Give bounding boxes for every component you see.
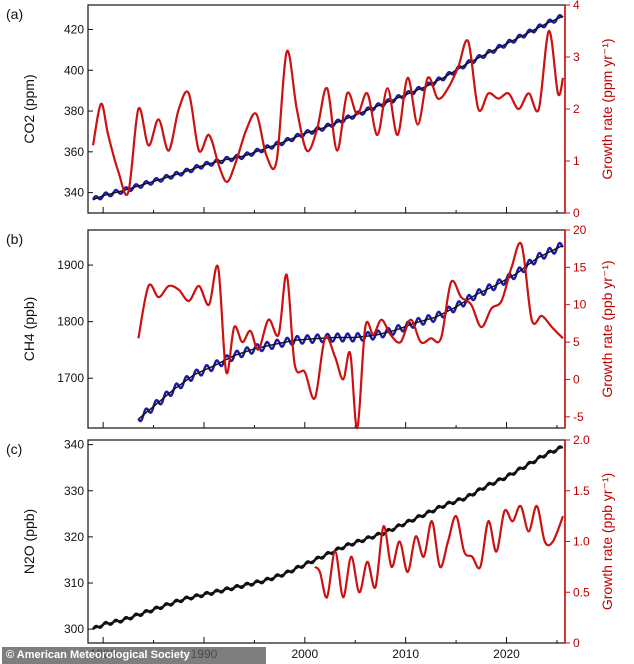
panel-2-label: (b) [6,231,23,247]
right-tick-label: 0 [573,206,580,220]
left-tick-label: 1900 [57,258,84,272]
panel-3-growth-line [314,504,565,599]
panel-1-ylabel-right: Growth rate (ppm yr⁻¹) [599,38,615,179]
right-tick-label: 1.0 [573,535,590,549]
left-tick-label: 300 [64,622,84,636]
right-tick-label: 20 [573,223,587,237]
left-tick-label: 340 [64,438,84,452]
panel-2-concentration-line [137,241,564,423]
right-tick-label: 1 [573,154,580,168]
panel-3-ylabel-left: N2O (ppb) [21,509,37,574]
panel-1-concentration-line [91,14,564,201]
left-tick-label: 1700 [57,371,84,385]
right-tick-label: 10 [573,298,587,312]
right-tick-label: 0.5 [573,585,590,599]
right-tick-label: 1.5 [573,484,590,498]
right-tick-label: 5 [573,335,580,349]
right-tick-label: 4 [573,0,580,12]
panel-3-ylabel-right: Growth rate (ppb yr⁻¹) [599,473,615,610]
left-tick-label: 380 [64,104,84,118]
panel-2-growth-line [137,241,564,430]
panel-3-concentration-line [92,445,564,630]
left-tick-label: 420 [64,22,84,36]
panel-1-growth-line [91,29,565,196]
left-tick-label: 330 [64,484,84,498]
x-tick-label: 2000 [291,647,318,661]
panel-2-trend-line [137,244,564,420]
left-tick-label: 1800 [57,315,84,329]
panel-3-label: (c) [6,441,22,457]
x-tick-label: 2020 [493,647,520,661]
left-tick-label: 320 [64,530,84,544]
panel-2-frame [87,229,566,429]
right-tick-label: 2.0 [573,433,590,447]
panel-1-ylabel-left: CO2 (ppm) [21,74,37,143]
credit-watermark: © American Meteorological Society [2,647,266,664]
right-tick-label: 0 [573,372,580,386]
right-tick-label: 2 [573,102,580,116]
panel-2-ylabel-right: Growth rate (ppb yr⁻¹) [599,260,615,397]
panel-1-label: (a) [6,6,23,22]
right-tick-label: 3 [573,50,580,64]
panel-3-trend-line [92,446,564,630]
right-tick-label: -5 [573,410,584,424]
x-tick-label: 2010 [392,647,419,661]
left-tick-label: 400 [64,63,84,77]
panel-2-ylabel-left: CH4 (ppb) [21,297,37,362]
left-tick-label: 340 [64,186,84,200]
left-tick-label: 310 [64,576,84,590]
right-tick-label: 0 [573,636,580,650]
right-tick-label: 15 [573,260,587,274]
panel-1-trend-line [92,15,564,201]
left-tick-label: 360 [64,145,84,159]
